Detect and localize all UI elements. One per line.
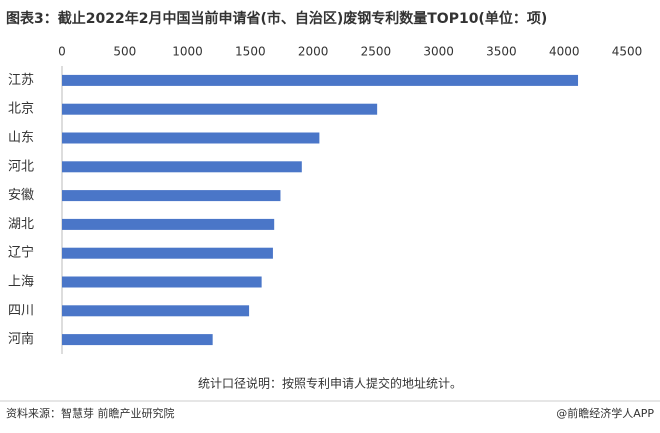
x-tick-label: 1500 — [235, 45, 266, 59]
y-tick-label: 湖北 — [8, 217, 34, 232]
chart-title: 图表3：截止2022年2月中国当前申请省(市、自治区)废钢专利数量TOP10(单… — [6, 10, 547, 27]
y-tick-label: 辽宁 — [8, 245, 34, 261]
y-tick-label: 北京 — [8, 102, 34, 117]
y-tick-label: 上海 — [8, 275, 34, 290]
bar — [62, 132, 320, 144]
x-tick-label: 2000 — [298, 45, 329, 59]
y-tick-label: 河南 — [8, 331, 34, 347]
y-tick-label: 山东 — [8, 131, 34, 146]
bar — [62, 247, 273, 259]
bar — [62, 305, 250, 317]
source: 资料来源：智慧芽 前瞻产业研究院 — [6, 406, 175, 420]
bar — [62, 161, 302, 173]
x-tick-label: 2500 — [361, 45, 392, 59]
y-tick-label: 河北 — [8, 159, 34, 174]
bar — [62, 103, 378, 115]
x-tick-label: 0 — [58, 45, 66, 59]
x-tick-label: 4000 — [549, 45, 580, 59]
bar — [62, 276, 262, 288]
note: 统计口径说明：按照专利申请人提交的地址统计。 — [198, 376, 462, 391]
bar — [62, 218, 275, 230]
credit: @前瞻经济学人APP — [556, 406, 654, 420]
x-tick-label: 3500 — [486, 45, 517, 59]
x-tick-label: 3000 — [423, 45, 454, 59]
y-tick-label: 四川 — [8, 303, 34, 318]
y-tick-label: 江苏 — [8, 72, 34, 88]
bar — [62, 74, 579, 86]
x-tick-label: 500 — [113, 45, 136, 59]
bar — [62, 334, 213, 346]
x-tick-label: 1000 — [172, 45, 203, 59]
y-tick-label: 安徽 — [8, 188, 34, 203]
bar — [62, 190, 281, 202]
x-tick-label: 4500 — [612, 45, 643, 59]
